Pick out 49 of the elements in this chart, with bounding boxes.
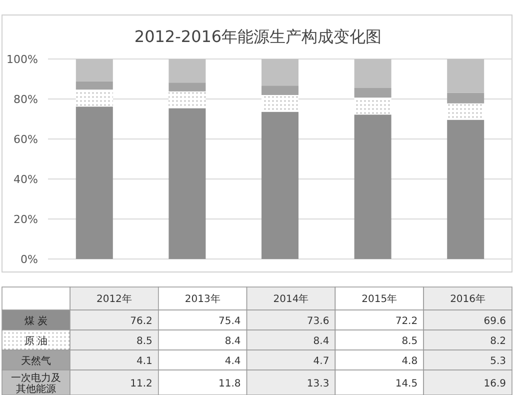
x-tick-label: 2012年 <box>96 293 132 305</box>
data-label: 11.2 <box>130 378 152 390</box>
data-label: 73.6 <box>306 316 330 327</box>
data-label: 4.7 <box>313 356 330 367</box>
y-tick-label: 40% <box>14 173 38 186</box>
y-tick-label: 100% <box>6 53 38 66</box>
data-label: 4.8 <box>402 356 418 367</box>
bar <box>262 112 298 259</box>
data-label: 8.4 <box>313 336 330 347</box>
bar <box>168 82 206 92</box>
text: 天然气 <box>21 355 51 367</box>
bar <box>354 59 392 88</box>
y-tick-label: 0% <box>20 253 38 266</box>
bar <box>262 86 298 95</box>
x-tick-label: 2014年 <box>273 293 309 305</box>
text: 原 油 <box>24 335 48 347</box>
bar <box>168 59 206 83</box>
x-tick-label: 2016年 <box>450 293 486 305</box>
bar <box>447 59 484 93</box>
bar <box>76 59 113 82</box>
text: 一次电力及其他能源 <box>11 372 61 395</box>
data-label: 69.6 <box>484 316 506 327</box>
data-label: 16.9 <box>484 378 506 390</box>
data-label: 8.5 <box>136 336 152 347</box>
data-label: 72.2 <box>395 316 418 327</box>
data-label: 76.2 <box>130 316 152 327</box>
bar <box>262 59 298 86</box>
y-tick-label: 60% <box>14 133 38 146</box>
data-label: 8.2 <box>490 336 506 347</box>
data-label: 4.1 <box>136 356 152 367</box>
data-label: 11.8 <box>218 378 241 390</box>
bar <box>76 81 113 90</box>
data-label: 5.3 <box>490 356 506 367</box>
x-tick-label: 2013年 <box>184 293 220 305</box>
data-label: 13.3 <box>306 378 330 390</box>
data-label: 75.4 <box>218 316 241 327</box>
y-tick-label: 80% <box>14 93 38 106</box>
y-tick-label: 20% <box>14 213 38 226</box>
x-tick-label: 2015年 <box>362 293 398 305</box>
bar <box>76 106 113 259</box>
data-label: 8.4 <box>224 336 241 347</box>
bar <box>354 114 392 259</box>
text: 煤 炭 <box>24 315 48 327</box>
chart-title: 2012-2016年能源生产构成变化图 <box>134 27 382 46</box>
bar <box>354 88 392 98</box>
data-label: 4.4 <box>224 356 241 367</box>
data-label: 8.5 <box>402 336 418 347</box>
bar <box>168 108 206 259</box>
data-label: 14.5 <box>395 378 418 390</box>
